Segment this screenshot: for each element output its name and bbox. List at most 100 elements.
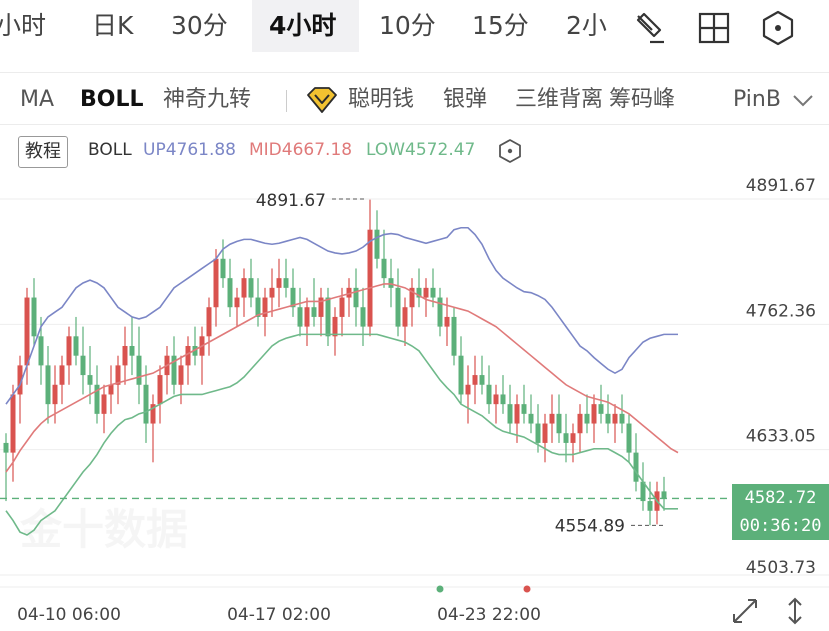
candle-body: [493, 394, 499, 405]
indicator-bar: MA BOLL 神奇九转 聪明钱 银弹 三维背离 筹码峰 PinB: [0, 78, 829, 122]
divider: [0, 124, 829, 125]
candle-body: [269, 287, 275, 298]
candle-body: [304, 307, 310, 327]
tab-daily[interactable]: 日K: [92, 11, 134, 40]
candle-body: [311, 307, 317, 317]
indicator-tab-3d-divergence[interactable]: 三维背离: [515, 87, 604, 112]
tab-2h[interactable]: 2小: [566, 11, 607, 40]
tab-10m[interactable]: 10分: [379, 11, 436, 40]
candle-body: [318, 297, 324, 317]
candlestick-chart[interactable]: 金十数据 4891.67 4554.89 4891.67 4762.36 4633.0…: [0, 172, 829, 631]
legend-low: LOW4572.47: [366, 140, 476, 160]
candle-body: [486, 384, 492, 405]
tab-1h[interactable]: 小时: [0, 11, 47, 40]
candle-body: [283, 278, 289, 288]
period-bar: 小时 日K 30分 4小时 10分 15分 2小: [0, 0, 829, 52]
candle-body: [185, 346, 191, 366]
boll-legend: 教程 BOLL UP4761.88 MID4667.18 LOW4572.47: [0, 136, 829, 170]
candle-body: [381, 258, 387, 279]
indicator-tab-pinbar[interactable]: PinB: [733, 87, 781, 112]
candle-body: [73, 336, 79, 356]
tutorial-button[interactable]: 教程: [18, 136, 68, 168]
candle-body: [80, 355, 86, 376]
candle-body: [416, 287, 422, 298]
candle-body: [528, 413, 534, 424]
candles: [3, 199, 667, 526]
high-price-label: 4891.67: [256, 191, 326, 211]
candle-body: [563, 433, 569, 443]
tab-15m[interactable]: 15分: [472, 11, 529, 40]
candle-body: [171, 355, 177, 385]
candle-body: [591, 404, 597, 424]
candle-body: [129, 346, 135, 356]
candle-body: [647, 501, 653, 511]
candle-body: [444, 316, 450, 327]
draw-tool-icon[interactable]: [630, 8, 670, 48]
chart-grid: [0, 198, 829, 576]
candle-body: [549, 413, 555, 424]
candle-body: [192, 346, 198, 356]
candle-body: [479, 375, 485, 385]
candle-body: [178, 365, 184, 385]
chevron-down-icon[interactable]: [790, 90, 816, 110]
candle-body: [297, 307, 303, 327]
indicator-tab-td9[interactable]: 神奇九转: [163, 87, 252, 112]
candle-body: [437, 297, 443, 327]
countdown-tag: 00:36:20: [732, 512, 829, 541]
indicator-tab-chip-peak[interactable]: 筹码峰: [609, 87, 676, 112]
candle-body: [556, 413, 562, 434]
indicator-tab-silver-bullet[interactable]: 银弹: [443, 87, 488, 112]
candle-body: [206, 307, 212, 337]
candle-body: [17, 365, 23, 395]
y-tick-label: 4503.73: [746, 558, 816, 578]
candle-body: [241, 278, 247, 298]
candle-body: [472, 375, 478, 385]
candle-body: [346, 287, 352, 298]
indicator-settings-icon[interactable]: [497, 138, 523, 164]
fullscreen-icon[interactable]: [730, 596, 760, 626]
tab-30m[interactable]: 30分: [171, 11, 228, 40]
candle-body: [150, 404, 156, 424]
layout-grid-icon[interactable]: [694, 8, 734, 48]
tab-4h[interactable]: 4小时: [269, 11, 337, 40]
candle-body: [535, 423, 541, 443]
candle-body: [353, 287, 359, 308]
settings-icon[interactable]: [758, 8, 798, 48]
candle-body: [136, 355, 142, 385]
candle-body: [262, 297, 268, 317]
event-marker-dot[interactable]: [436, 585, 444, 593]
candle-body: [402, 307, 408, 327]
candle-body: [430, 287, 436, 298]
current-price-tag: 4582.72: [732, 484, 829, 513]
candle-body: [10, 394, 16, 453]
x-axis: 04-10 06:00 04-17 02:00 04-23 22:00: [0, 585, 829, 625]
vertical-zoom-icon[interactable]: [780, 596, 810, 626]
boll-up-line: [5, 226, 678, 405]
candle-body: [521, 404, 527, 414]
candle-body: [325, 297, 331, 337]
candle-body: [24, 297, 30, 366]
indicator-tab-ma[interactable]: MA: [20, 87, 55, 112]
candle-body: [577, 413, 583, 434]
candle-body: [612, 413, 618, 424]
candle-body: [367, 229, 373, 327]
premium-diamond-icon: [307, 87, 337, 113]
indicator-tab-boll[interactable]: BOLL: [80, 87, 144, 112]
indicator-tab-smart-money[interactable]: 聪明钱: [348, 87, 415, 112]
candle-body: [115, 365, 121, 385]
candle-body: [143, 384, 149, 424]
candle-body: [570, 433, 576, 443]
event-marker-dot[interactable]: [523, 585, 531, 593]
candle-body: [3, 442, 9, 453]
candle-body: [66, 336, 72, 366]
y-tick-label: 4762.36: [746, 301, 816, 321]
candle-body: [52, 384, 58, 405]
candle-body: [374, 229, 380, 259]
candle-body: [661, 491, 667, 499]
candle-body: [45, 365, 51, 405]
legend-name: BOLL: [88, 140, 132, 160]
candle-body: [465, 384, 471, 395]
candle-body: [507, 404, 513, 424]
candle-body: [87, 375, 93, 385]
candle-body: [94, 384, 100, 414]
